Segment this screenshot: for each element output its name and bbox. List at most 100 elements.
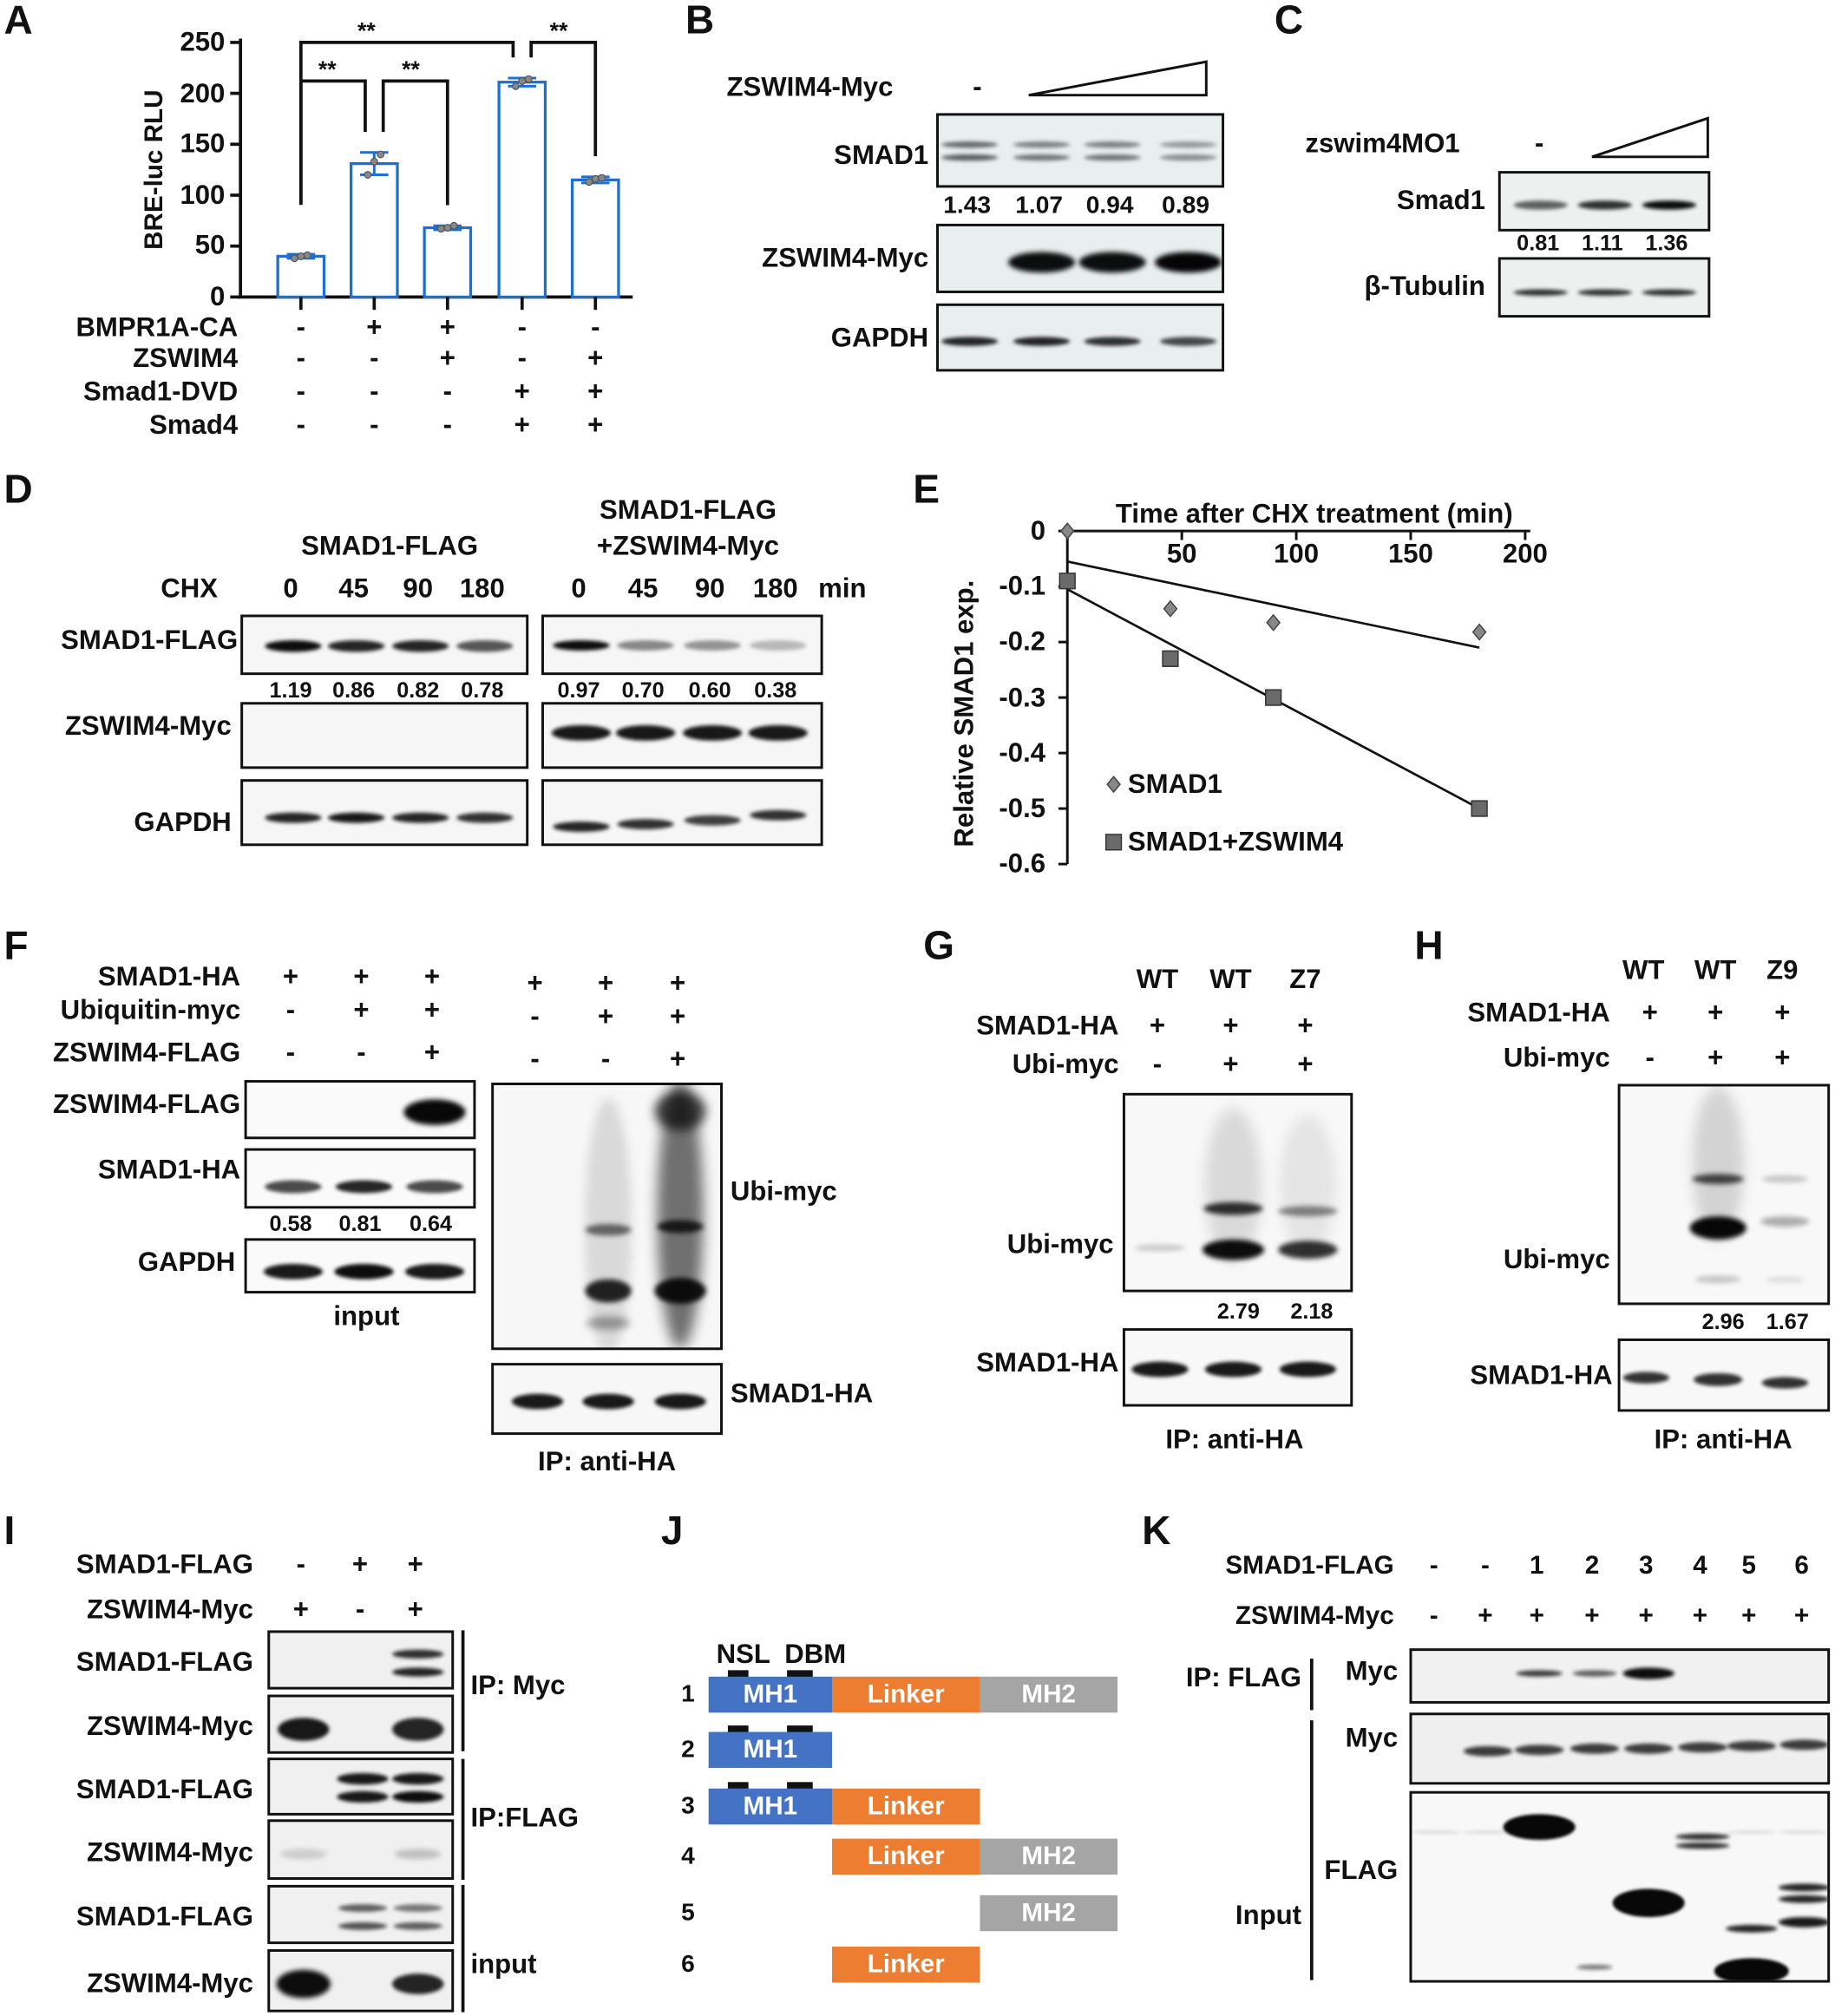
condition-sign: + (423, 995, 441, 1026)
time-unit: min (818, 573, 867, 604)
band (1778, 1895, 1828, 1903)
data-point (370, 157, 378, 166)
band (654, 1393, 706, 1410)
band (553, 821, 610, 832)
diamond-marker (1163, 599, 1178, 618)
condition-sign: - (1645, 1043, 1655, 1073)
group-label: IP:FLAG (470, 1803, 579, 1833)
blot-gapdh (244, 1238, 476, 1294)
condition-sign: + (1638, 1601, 1654, 1631)
condition-sign: - (442, 410, 452, 441)
data-point (364, 171, 372, 179)
condition-sign: + (670, 1002, 686, 1032)
condition-sign: + (423, 962, 441, 992)
condition-sign: + (598, 1002, 614, 1032)
condition-label: SMAD1-HA (97, 962, 241, 992)
band (585, 1279, 632, 1303)
condition-sign: + (292, 1594, 309, 1625)
significance-label: ** (549, 17, 568, 44)
condition-sign: - (296, 1549, 306, 1580)
blot-label: SMAD1-HA (730, 1378, 874, 1409)
band (276, 1969, 331, 1999)
construct-number: 4 (681, 1843, 695, 1870)
data-point (591, 174, 600, 183)
condition-sign: + (587, 410, 604, 441)
quantification-value: 0.64 (410, 1211, 453, 1237)
x-tick-label: 200 (1502, 539, 1548, 569)
blot-label: GAPDH (134, 808, 232, 838)
band (1084, 141, 1141, 147)
condition-sign: + (670, 968, 686, 998)
significance-bracket (529, 41, 598, 157)
square-marker (1104, 834, 1123, 851)
condition-sign: + (366, 312, 383, 344)
band (1726, 1830, 1778, 1834)
band (1642, 200, 1697, 209)
condition-label: Smad1-DVD (83, 377, 239, 408)
condition-sign: - (296, 312, 306, 344)
band (1624, 1743, 1674, 1754)
blot-label: SMAD1-HA (1470, 1360, 1613, 1391)
blot-zswim4-myc (541, 702, 823, 769)
band (750, 809, 807, 821)
band (750, 640, 807, 651)
condition-sign: + (587, 344, 604, 374)
band (1778, 1883, 1828, 1892)
panel-label: F (3, 923, 29, 969)
band (1159, 141, 1217, 147)
y-axis-label: Relative SMAD1 exp. (949, 579, 980, 848)
condition-sign: - (1152, 1050, 1163, 1080)
significance-bracket (298, 79, 367, 206)
band (1131, 1361, 1189, 1378)
band (337, 1790, 389, 1803)
bar (423, 226, 473, 299)
data-point (511, 82, 520, 90)
quantification-value: 0.38 (754, 677, 797, 704)
condition-sign: 3 (1638, 1552, 1654, 1581)
condition-sign: - (296, 377, 306, 408)
blot-label: GAPDH (830, 323, 929, 353)
quantification-value: 1.19 (269, 677, 312, 704)
condition-sign: + (282, 962, 299, 992)
condition-sign: + (1741, 1601, 1757, 1631)
y-tick-label: -0.5 (999, 794, 1046, 824)
band (1155, 252, 1222, 273)
y-tick-label: 200 (180, 78, 226, 108)
quantification-value: 0.89 (1162, 192, 1209, 219)
condition-sign: - (442, 377, 452, 408)
condition-label: Ubiquitin-myc (60, 995, 241, 1026)
condition-sign: - (1429, 1552, 1439, 1581)
gradient-triangle (1591, 116, 1709, 159)
condition-sign: + (1774, 998, 1791, 1029)
blot-smad1-ha (1617, 1338, 1831, 1412)
condition-sign: + (1642, 998, 1658, 1029)
band (940, 154, 999, 160)
blot-label: GAPDH (137, 1247, 236, 1278)
band (582, 1393, 634, 1410)
condition-label: Ubi-myc (1503, 1043, 1610, 1073)
quantification-value: 1.07 (1015, 192, 1064, 219)
data-point (297, 252, 305, 260)
band (654, 1278, 706, 1304)
band (1463, 1745, 1513, 1757)
quantification-value: 2.96 (1701, 1309, 1745, 1334)
quantification-value: 1.11 (1581, 231, 1623, 256)
condition-label: SMAD1-HA (1467, 998, 1610, 1029)
blot-ubi-myc (1617, 1083, 1831, 1306)
band (1642, 288, 1697, 296)
panel-label: G (923, 923, 954, 969)
blot-zswim4-flag (244, 1080, 476, 1140)
band (1570, 1744, 1620, 1755)
quantification-value: 0.82 (396, 677, 440, 704)
panel-label: E (913, 467, 940, 512)
condition-sign: 5 (1741, 1552, 1757, 1581)
bar (497, 81, 547, 299)
panel-label: C (1274, 0, 1304, 43)
condition-sign: - (1429, 1601, 1439, 1631)
condition-sign: + (439, 344, 455, 374)
group-label: +ZSWIM4-Myc (596, 531, 780, 561)
quantification-value: 1.67 (1766, 1309, 1809, 1334)
time-label: 90 (403, 573, 434, 604)
blot-label: ZSWIM4-Myc (87, 1837, 253, 1868)
band (337, 1772, 389, 1784)
